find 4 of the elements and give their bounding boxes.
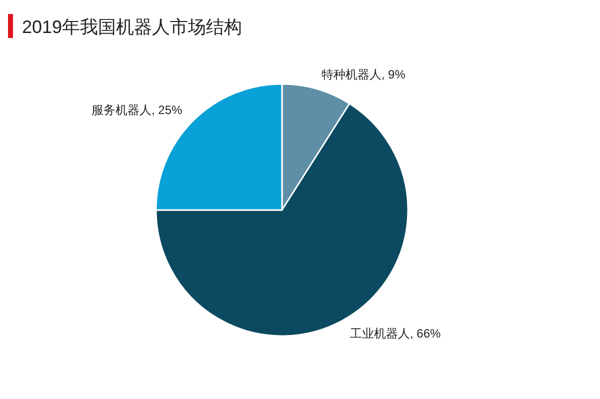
slice-label: 特种机器人, 9% [321,67,406,82]
slice-label: 服务机器人, 25% [92,103,183,118]
slice-label: 工业机器人, 66% [350,326,441,341]
chart-title: 2019年我国机器人市场结构 [22,17,242,37]
